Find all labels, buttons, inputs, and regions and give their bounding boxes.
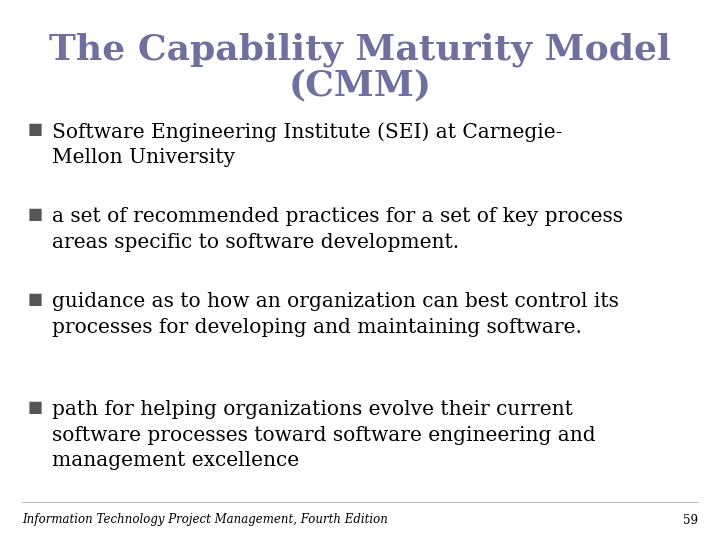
Text: ■: ■: [28, 400, 43, 415]
Text: ■: ■: [28, 207, 43, 222]
Text: a set of recommended practices for a set of key process
areas specific to softwa: a set of recommended practices for a set…: [52, 207, 623, 252]
Text: (CMM): (CMM): [289, 68, 431, 102]
Text: ■: ■: [28, 292, 43, 307]
Text: Software Engineering Institute (SEI) at Carnegie-
Mellon University: Software Engineering Institute (SEI) at …: [52, 122, 562, 167]
Text: Information Technology Project Management, Fourth Edition: Information Technology Project Managemen…: [22, 514, 388, 526]
Text: ■: ■: [28, 122, 43, 137]
Text: guidance as to how an organization can best control its
processes for developing: guidance as to how an organization can b…: [52, 292, 619, 337]
Text: The Capability Maturity Model: The Capability Maturity Model: [49, 33, 671, 68]
Text: 59: 59: [683, 514, 698, 526]
Text: path for helping organizations evolve their current
software processes toward so: path for helping organizations evolve th…: [52, 400, 595, 470]
